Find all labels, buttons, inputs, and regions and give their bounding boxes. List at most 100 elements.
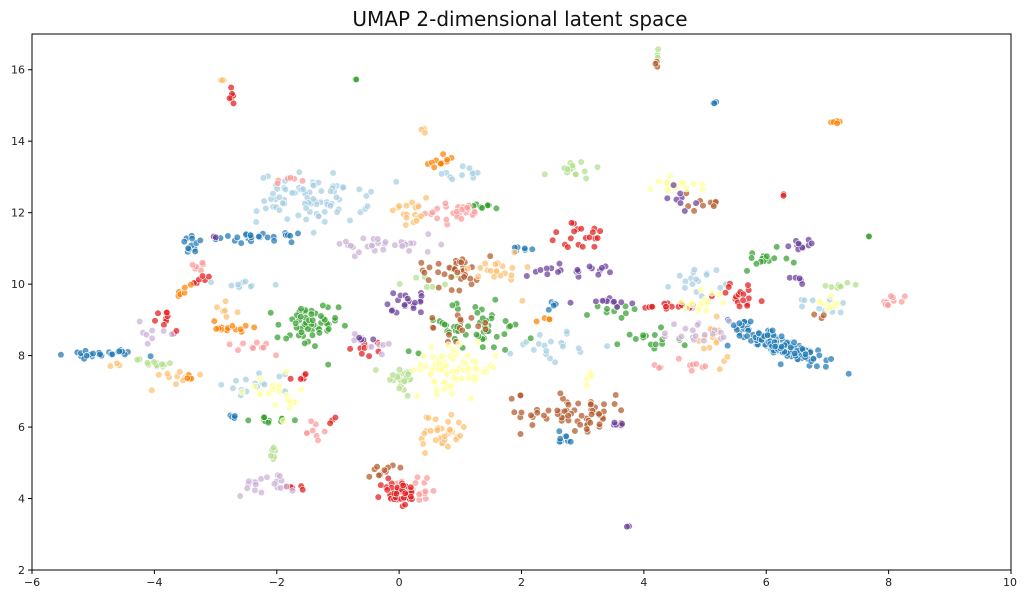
- x-tick-label: 2: [518, 576, 525, 589]
- scatter-point: [420, 269, 429, 277]
- scatter-point: [555, 427, 563, 435]
- scatter-point: [710, 202, 718, 210]
- scatter-point: [315, 329, 324, 337]
- scatter-point: [286, 232, 294, 240]
- scatter-point: [675, 355, 683, 363]
- scatter-point: [264, 419, 272, 427]
- scatter-point: [403, 214, 411, 222]
- scatter-point: [492, 267, 501, 275]
- scatter-point: [521, 244, 529, 252]
- scatter-point: [651, 331, 659, 339]
- scatter-point: [470, 208, 479, 216]
- scatter-point: [884, 301, 892, 309]
- scatter-point: [547, 338, 555, 346]
- scatter-point: [632, 335, 640, 343]
- scatter-point: [496, 272, 505, 280]
- scatter-point: [623, 522, 631, 531]
- scatter-point: [425, 263, 434, 272]
- scatter-point: [577, 412, 586, 420]
- scatter-point: [115, 347, 123, 355]
- scatter-point: [639, 331, 647, 339]
- scatter-point: [473, 338, 482, 346]
- scatter-point: [448, 175, 456, 183]
- scatter-point: [689, 326, 697, 334]
- scatter-point: [331, 413, 340, 422]
- scatter-point: [445, 383, 453, 391]
- scatter-point: [598, 264, 606, 272]
- scatter-point: [476, 264, 485, 272]
- scatter-point: [459, 162, 467, 170]
- scatter-point: [543, 270, 551, 278]
- scatter-point: [703, 297, 712, 306]
- scatter-point: [822, 363, 830, 371]
- scatter-point: [571, 427, 579, 435]
- scatter-point: [663, 187, 672, 195]
- scatter-point: [901, 292, 909, 300]
- scatter-point: [417, 308, 425, 316]
- scatter-point: [810, 310, 818, 319]
- scatter-point: [682, 304, 691, 312]
- scatter-point: [442, 362, 450, 370]
- scatter-point: [222, 313, 231, 321]
- scatter-point: [329, 169, 337, 177]
- scatter-point: [427, 343, 436, 351]
- scatter-point: [757, 297, 766, 305]
- scatter-point: [404, 392, 412, 400]
- scatter-point: [388, 307, 396, 315]
- scatter-point: [589, 228, 597, 236]
- scatter-point: [163, 370, 171, 378]
- scatter-point: [455, 286, 463, 295]
- scatter-point: [582, 174, 590, 183]
- scatter-point: [136, 317, 144, 326]
- scatter-point: [283, 215, 291, 223]
- scatter-point: [302, 204, 310, 212]
- scatter-point: [213, 303, 221, 312]
- scatter-point: [491, 296, 499, 304]
- scatter-point: [148, 386, 156, 394]
- scatter-point: [417, 259, 425, 267]
- x-axis: −6 −4 −2 0 2 4 6 8 10: [24, 570, 1017, 589]
- scatter-point: [517, 408, 526, 417]
- scatter-point: [374, 493, 382, 501]
- scatter-point: [510, 248, 519, 256]
- scatter-point: [392, 490, 401, 498]
- scatter-point: [359, 234, 367, 242]
- scatter-point: [183, 374, 191, 382]
- scatter-point: [654, 45, 662, 53]
- scatter-point: [545, 315, 554, 323]
- scatter-point: [212, 325, 220, 333]
- scatter-point: [579, 243, 587, 251]
- x-tick-label: 0: [396, 576, 403, 589]
- scatter-point: [362, 192, 371, 200]
- scatter-point: [158, 360, 166, 368]
- scatter-point: [264, 233, 272, 241]
- scatter-point: [567, 234, 575, 242]
- scatter-point: [716, 365, 724, 373]
- scatter-point: [379, 246, 387, 254]
- scatter-point: [221, 297, 230, 305]
- scatter-point: [250, 323, 258, 332]
- scatter-point: [610, 298, 618, 306]
- scatter-point: [246, 231, 255, 239]
- scatter-point: [374, 235, 382, 243]
- scatter-point: [593, 234, 602, 242]
- scatter-point: [383, 486, 391, 494]
- scatter-point: [701, 362, 709, 370]
- scatter-point: [712, 266, 721, 274]
- scatter-point: [763, 331, 772, 339]
- scatter-point: [281, 185, 290, 194]
- scatter-point: [455, 340, 463, 348]
- scatter-point: [697, 286, 705, 294]
- scatter-point: [367, 343, 376, 351]
- scatter-point: [420, 429, 428, 438]
- scatter-point: [325, 325, 333, 333]
- scatter-point: [564, 401, 573, 409]
- scatter-point: [463, 265, 472, 273]
- scatter-point: [690, 207, 698, 215]
- scatter-point: [302, 215, 310, 224]
- scatter-point: [148, 326, 156, 335]
- scatter-point: [777, 343, 786, 351]
- scatter-point: [532, 317, 541, 326]
- scatter-point: [583, 425, 591, 433]
- scatter-point: [269, 190, 277, 198]
